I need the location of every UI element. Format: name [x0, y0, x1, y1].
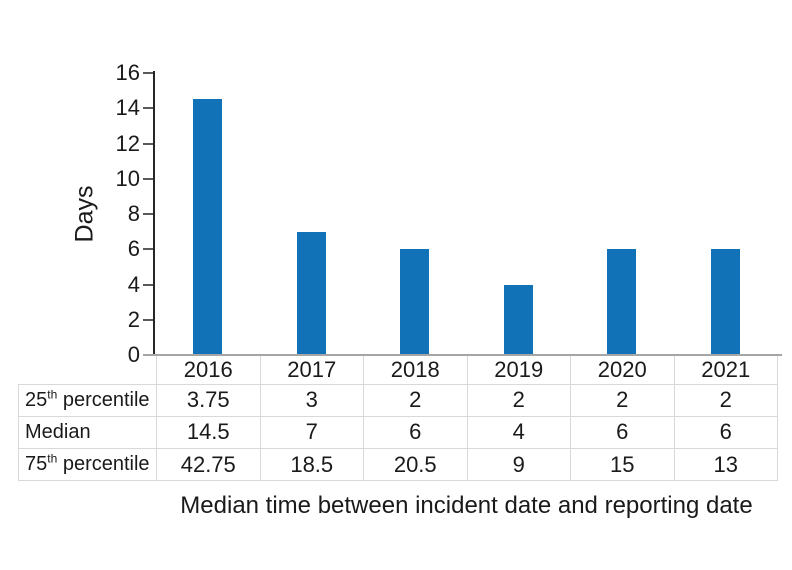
- y-tick-label: 0: [127, 342, 140, 367]
- table-row-label: 75th percentile: [18, 448, 157, 482]
- y-tick-label: 6: [127, 236, 140, 262]
- table-row-label: 25th percentile: [18, 383, 157, 417]
- bar-2018: [400, 249, 430, 355]
- table-value-cell: 42.75: [156, 448, 261, 482]
- table-value-cell: 3: [259, 383, 364, 417]
- table-value-cell: 9: [466, 448, 571, 482]
- y-tick-mark: [143, 248, 154, 251]
- table-value-cell: 2: [570, 383, 675, 417]
- y-tick-label: 14: [115, 95, 140, 121]
- table-value-cell: 7: [259, 415, 364, 450]
- bar-2019: [503, 284, 533, 355]
- table-value-cell: 14.5: [156, 415, 261, 450]
- table-header-row: 2016 2017 2018 2019 2020 2021: [19, 356, 778, 385]
- table-value-cell: 6: [673, 415, 778, 450]
- table-value-cell: 2: [673, 383, 778, 417]
- table-value-cell: 15: [570, 448, 675, 482]
- table-value-cell: 18.5: [259, 448, 364, 482]
- table-year-header: 2019: [466, 356, 571, 385]
- y-tick-mark: [143, 177, 154, 180]
- superscript: th: [47, 386, 58, 401]
- y-tick-mark: [143, 142, 154, 145]
- table-year-header: 2016: [156, 356, 261, 385]
- y-tick-label: 12: [115, 130, 140, 156]
- y-tick-mark: [143, 213, 154, 215]
- y-tick-label: 2: [127, 306, 140, 332]
- bar-2017: [296, 231, 326, 355]
- table-row: 75th percentile 42.75 18.5 20.5 9 15 13: [18, 448, 778, 482]
- table-row: Median 14.5 7 6 4 6 6: [18, 415, 778, 450]
- y-tick-mark: [143, 72, 154, 74]
- y-tick-label: 16: [115, 60, 140, 85]
- table-value-cell: 20.5: [363, 448, 468, 482]
- y-tick-label: 4: [127, 271, 140, 297]
- table-year-header: 2021: [673, 356, 778, 385]
- y-axis-line: [153, 71, 155, 356]
- bar-2021: [710, 249, 740, 355]
- table-value-cell: 3.75: [156, 383, 261, 417]
- summary-table: 2016 2017 2018 2019 2020 2021 25th percentile 3…: [18, 356, 778, 482]
- data-table-container: 2016 2017 2018 2019 2020 2021 25th percentile 3…: [18, 356, 778, 482]
- y-tick-label: 8: [127, 201, 140, 226]
- y-tick-mark: [143, 283, 154, 286]
- table-year-header: 2018: [363, 356, 468, 385]
- table-year-header: 2017: [259, 356, 364, 385]
- bar-2016: [193, 99, 223, 355]
- chart-caption: Median time between incident date and re…: [180, 492, 753, 519]
- table-value-cell: 6: [570, 415, 675, 450]
- table-value-cell: 2: [363, 383, 468, 417]
- y-tick-mark: [143, 107, 154, 110]
- table-year-header: 2020: [570, 356, 675, 385]
- y-tick-mark: [143, 318, 154, 321]
- table-corner-cell: [19, 356, 157, 384]
- table-value-cell: 4: [466, 415, 571, 450]
- table-value-cell: 13: [673, 448, 778, 482]
- x-axis-line: [143, 354, 782, 356]
- table-row-label: Median: [18, 415, 157, 450]
- y-tick-label: 10: [115, 165, 140, 191]
- bar-2020: [607, 249, 637, 355]
- table-row: 25th percentile 3.75 3 2 2 2 2: [18, 383, 778, 417]
- table-value-cell: 2: [466, 383, 571, 417]
- superscript: th: [47, 451, 58, 466]
- table-value-cell: 6: [363, 415, 468, 450]
